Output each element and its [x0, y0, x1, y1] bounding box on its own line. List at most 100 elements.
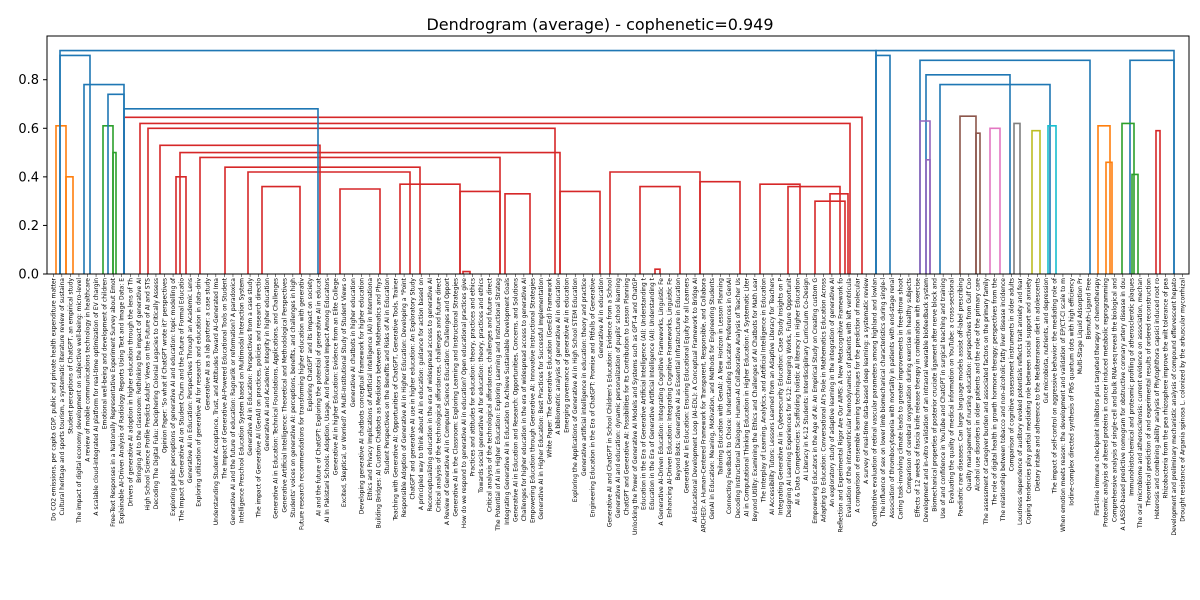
dendrogram-link: [462, 270, 471, 274]
leaf-label: Drought resistance of Argania spinosa L.…: [1180, 278, 1187, 522]
leaf-label: Student perceptions of ChatGPT, an empir…: [67, 278, 74, 434]
leaf-label: Do CO2 emissions, per capita GDP, public…: [50, 277, 57, 520]
leaf-label: Caring task-involving climate leads to g…: [897, 277, 904, 519]
leaf-label: Development and preliminary mechanistic …: [1171, 278, 1178, 536]
dendrogram-link: [224, 166, 421, 274]
dendrogram-link: [175, 176, 187, 274]
leaf-label: Emotional well-being and development of …: [102, 278, 109, 429]
leaf-label: AI & Data Competencies: Scaffolding holi…: [795, 278, 802, 505]
leaf-label: Paediatric rare diseases: Can large lang…: [957, 278, 964, 517]
leaf-label: The impact of Generative AI (GenAI) on p…: [256, 278, 263, 519]
leaf-label: Unlocking the Power of Generative AI Mod…: [632, 278, 639, 535]
leaf-label: The Impact of Generative AI on Student C…: [179, 278, 186, 523]
leaf-label: Challenges for higher education in the e…: [521, 278, 528, 521]
leaf-label: Bringing AI to the classroom: Rethinking…: [136, 278, 143, 483]
leaf-label: Building Bridges: AI Custom Chatbots as …: [375, 278, 382, 528]
leaf-label: Empowering Educators in the Age of AI: A…: [812, 278, 819, 524]
leaf-label: The role of digital health in growth hor…: [991, 278, 998, 506]
dendrogram-link: [787, 185, 841, 274]
y-tick-label: 0.0: [18, 268, 39, 283]
leaf-label: The Impact of Generative AI-Powered Educ…: [221, 277, 228, 479]
leaf-label: High School Science Profile Predicts Adu…: [144, 278, 151, 511]
leaf-label: Critical analysis of the technological a…: [435, 277, 442, 512]
dendrogram-link: [639, 185, 681, 274]
dendrogram-link: [123, 108, 319, 274]
y-tick-label: 0.2: [18, 219, 39, 234]
leaf-label: Engineering Education in the Era of Chat…: [589, 278, 596, 517]
leaf-label: Association of thrombocytopenia with mor…: [889, 278, 896, 518]
leaf-label: Rhizobacteria from the pea rhizosphere i…: [1163, 278, 1170, 499]
leaf-label: Practices and attitudes for education: t…: [470, 278, 477, 477]
leaf-label: Generative Artificial Intelligence: Theo…: [281, 278, 288, 513]
leaf-label: Integrating Generative AI in Education t…: [504, 278, 511, 525]
leaf-label: Decoding Instructional Dialogue: Human-A…: [735, 278, 742, 518]
leaf-label: Empowering Education through Generative …: [529, 278, 536, 523]
leaf-label: Education in the Era of Generative Artif…: [641, 277, 648, 510]
leaf-label: Generative AI and the future of educatio…: [230, 278, 237, 525]
leaf-label: Understanding Student Acceptance, Trust,…: [213, 278, 220, 526]
leaf-label: Education in the Era of Generative Artif…: [649, 277, 656, 510]
y-tick-label: 0.4: [18, 170, 39, 185]
leaf-label: Comparison of cognitive assessment instr…: [1009, 278, 1016, 471]
dendrogram-link: [1129, 59, 1175, 274]
leaf-label: Intelligence Preschool Education System …: [239, 278, 246, 523]
leaf-label: Emerging governance of generative AI in …: [564, 278, 571, 433]
dendrogram-link: [925, 159, 931, 274]
leaf-label: How do we respond to generative AI in ed…: [461, 278, 468, 529]
leaf-label: AI-Educational Development Loop (AI-EDL)…: [692, 278, 699, 523]
leaf-label: AI In Pakistani Schools: Adoption, Usage…: [324, 278, 331, 523]
y-tick-label: 0.8: [18, 73, 39, 88]
leaf-label: Generative AI chatbots in higher educati…: [350, 278, 357, 407]
leaf-label: AI in Computational Thinking Education i…: [743, 277, 750, 516]
dendrogram-link: [59, 54, 91, 274]
leaf-label: Generative AI and education: dynamic per…: [615, 278, 622, 518]
leaf-label: Dietary intake and adherence to the Medi…: [1034, 278, 1041, 491]
leaf-label: Bismuth-Ligand Free: [1086, 278, 1093, 340]
leaf-label: ChatGPT and generative AI use in higher …: [410, 278, 417, 500]
leaf-label: Development and in-vitro validation of a…: [923, 278, 930, 522]
leaf-label: Exploring ChatGPT and its impact on soci…: [307, 278, 314, 412]
leaf-label: Generative AI as a lab partner: a case s…: [204, 278, 211, 411]
dendrogram-link: [112, 151, 117, 274]
leaf-label: Decoding The Digital Fuku: Deciphering C…: [153, 278, 160, 509]
leaf-label: A review of mobile communications techno…: [85, 278, 92, 462]
axes-frame: [46, 35, 1190, 275]
leaf-label: AI Accessibility Tutors: Lessons Learned…: [769, 278, 776, 515]
leaf-label: Students' voices on generative AI: perce…: [290, 278, 297, 518]
leaf-label: Opinion Paper: 'So what if ChatGPT wrote…: [162, 278, 169, 453]
leaf-label: Evaluating the quality of medical inform…: [949, 278, 956, 504]
leaf-label: Quality management of nursing education:…: [966, 278, 973, 491]
leaf-label: Biomechanical properties of posterior cr…: [932, 278, 939, 512]
leaf-label: Tailoring Education with GenAI: A New Ho…: [718, 278, 725, 476]
leaf-label: Generative AI in Education: Technical Fo…: [273, 278, 280, 519]
dendrogram-link: [459, 190, 501, 274]
leaf-label: Beyond Utility: Examining the Ethics and…: [752, 277, 759, 521]
leaf-label: The Interplay of Learning, Analytics, an…: [760, 278, 767, 503]
chart-title: Dendrogram (average) - cophenetic=0.949: [426, 15, 773, 34]
dendrogram-link: [1121, 122, 1135, 274]
dendrogram-link: [1155, 129, 1161, 274]
leaf-label: Generative AI in Education and Research:…: [512, 278, 519, 522]
leaf-label: Use of and confidence in YouTube and Cha…: [940, 278, 947, 519]
leaf-label: Effects of 12 weeks of fascia knife rele…: [914, 278, 921, 517]
dendrogram-links: [55, 49, 1175, 274]
y-tick-label: 0.6: [18, 122, 39, 137]
leaf-label: Responsible Adoption of Generative AI in…: [401, 277, 408, 517]
dendrogram-link: [247, 171, 411, 274]
leaf-label: The oral microbiome and atherosclerosis:…: [1137, 278, 1144, 529]
leaf-label: Excited, Skeptical, or Worried? A Multi-…: [341, 278, 348, 507]
leaf-label: Exploring public perceptions of generati…: [170, 277, 177, 516]
leaf-label: A bibliometric analysis of generative AI…: [555, 278, 562, 435]
leaf-label: Critical analysis of the technological a…: [487, 277, 494, 512]
leaf-label: A principled way to think about AI in ed…: [418, 278, 425, 510]
dendrogram-link: [1097, 125, 1111, 274]
leaf-label: First-line immune checkpoint inhibitors …: [1094, 278, 1101, 516]
dendrogram-link: [1047, 125, 1057, 274]
leaf-label: A LASSO-based predictive nomogram for ob…: [1120, 278, 1127, 531]
leaf-label: Explainable AI-Driven Analysis of Radiol…: [119, 278, 126, 524]
leaf-label: Loudness dependence of auditory evoked p…: [1017, 277, 1024, 525]
leaf-label: Free-Text Responses in a Nationally Repr…: [110, 277, 117, 526]
leaf-label: Generative artificial intelligence in ed…: [581, 278, 588, 476]
